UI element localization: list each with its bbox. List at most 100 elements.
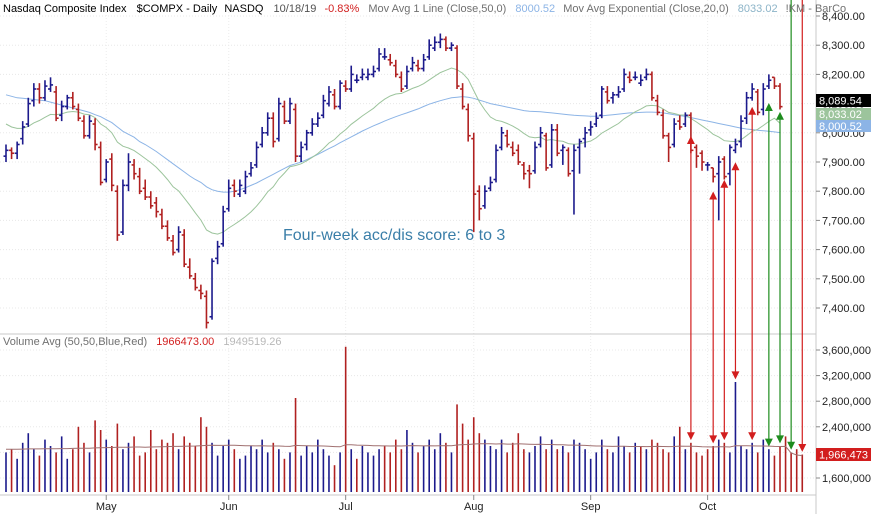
price-bar (259, 126, 265, 148)
extra-label: !KM - BarCo (786, 3, 847, 15)
price-bar (777, 83, 783, 110)
price-bar (426, 39, 432, 60)
price-bar (126, 153, 132, 192)
distribution-arrow-head-bottom (686, 432, 695, 441)
price-bar (203, 290, 209, 329)
price-bars (3, 33, 783, 329)
price-bar (749, 83, 755, 101)
exchange-text: NASDQ (224, 3, 264, 15)
ema-tag-bg (816, 108, 871, 120)
price-bar (515, 144, 521, 165)
price-bar (326, 86, 332, 107)
distribution-arrow (686, 136, 695, 441)
price-bar (538, 126, 544, 148)
price-bar (560, 144, 566, 165)
price-bar (671, 118, 677, 148)
price-bar (588, 121, 594, 136)
price-bar (565, 147, 571, 177)
price-bar (265, 112, 271, 136)
price-bar (293, 103, 299, 162)
price-bar (616, 86, 622, 98)
price-bar (343, 80, 349, 92)
price-bar (159, 208, 165, 230)
volume-tag-bg (816, 448, 871, 461)
ema-tag: 8,033.02 (819, 109, 862, 121)
price-bar (98, 141, 104, 186)
price-bar (9, 147, 15, 160)
last-price-tag: 8,089.54 (819, 96, 862, 108)
price-bar (482, 185, 488, 209)
price-bar (36, 83, 42, 104)
price-bar (493, 144, 499, 183)
date-text: 10/18/19 (274, 3, 317, 15)
price-bar (114, 185, 120, 241)
symbol-text: $COMPX (137, 3, 184, 15)
price-bar (571, 144, 577, 215)
volume-average-path (6, 443, 803, 457)
price-bar (120, 179, 126, 235)
price-bar (510, 141, 516, 157)
price-bar (448, 42, 454, 52)
volume-tick-label: 2,400,000 (822, 422, 871, 434)
price-tick-label: 7,900.00 (822, 157, 865, 169)
distribution-arrow-head-bottom (709, 435, 718, 444)
price-bar (53, 86, 59, 122)
ma1-value: 8000.52 (515, 3, 555, 15)
price-bar (582, 126, 588, 148)
month-label: Aug (464, 501, 484, 513)
price-bar (621, 68, 627, 92)
price-tick-label: 8,300.00 (822, 40, 865, 52)
price-bar (677, 115, 683, 130)
price-bar (315, 112, 321, 127)
distribution-arrow-head-top (748, 106, 757, 115)
price-bar (64, 94, 70, 110)
price-bar (59, 100, 65, 122)
price-bar (231, 179, 237, 198)
volume-tick-label: 3,200,000 (822, 371, 871, 383)
price-bar (454, 45, 460, 89)
price-bar (710, 167, 716, 183)
price-bar (276, 97, 282, 142)
price-bar (320, 94, 326, 119)
distribution-arrow-head-top (709, 191, 718, 200)
period-text: Daily (193, 3, 218, 15)
price-bar (693, 144, 699, 168)
price-bar (727, 144, 733, 186)
price-bar (298, 141, 304, 162)
accumulation-arrow-head-bottom (787, 441, 796, 450)
price-bar (654, 94, 660, 116)
volume-tick-label: 3,600,000 (822, 345, 871, 357)
price-bar (209, 258, 215, 320)
price-bar (198, 284, 204, 300)
distribution-arrow-head-top (720, 179, 729, 188)
ma1-label: Mov Avg 1 Line (Close,50,0) (368, 3, 506, 15)
price-bar (643, 68, 649, 81)
price-bar (215, 240, 221, 265)
price-bar (387, 53, 393, 66)
sma-50-line (5, 94, 781, 193)
month-label: Jul (339, 501, 353, 513)
price-bar (192, 272, 198, 291)
price-bar (393, 59, 399, 78)
price-bar (354, 74, 360, 84)
price-bar (254, 141, 260, 168)
month-label: Jun (220, 501, 238, 513)
price-bar (487, 176, 493, 192)
price-bar (75, 103, 81, 122)
price-bar (48, 77, 54, 92)
distribution-arrow-head-bottom (748, 432, 757, 441)
title-text: Nasdaq Composite Index (3, 3, 127, 15)
price-bar (599, 86, 605, 119)
price-bar (153, 197, 159, 218)
price-bar (432, 36, 438, 52)
distribution-arrow (799, 0, 807, 452)
price-bar (682, 112, 688, 127)
price-bar (443, 36, 449, 52)
price-bar (755, 89, 761, 116)
price-bar (109, 153, 115, 192)
last-price-tag-bg (816, 94, 871, 107)
price-bar (142, 179, 148, 200)
price-bar (471, 132, 477, 233)
price-bar (415, 59, 421, 72)
